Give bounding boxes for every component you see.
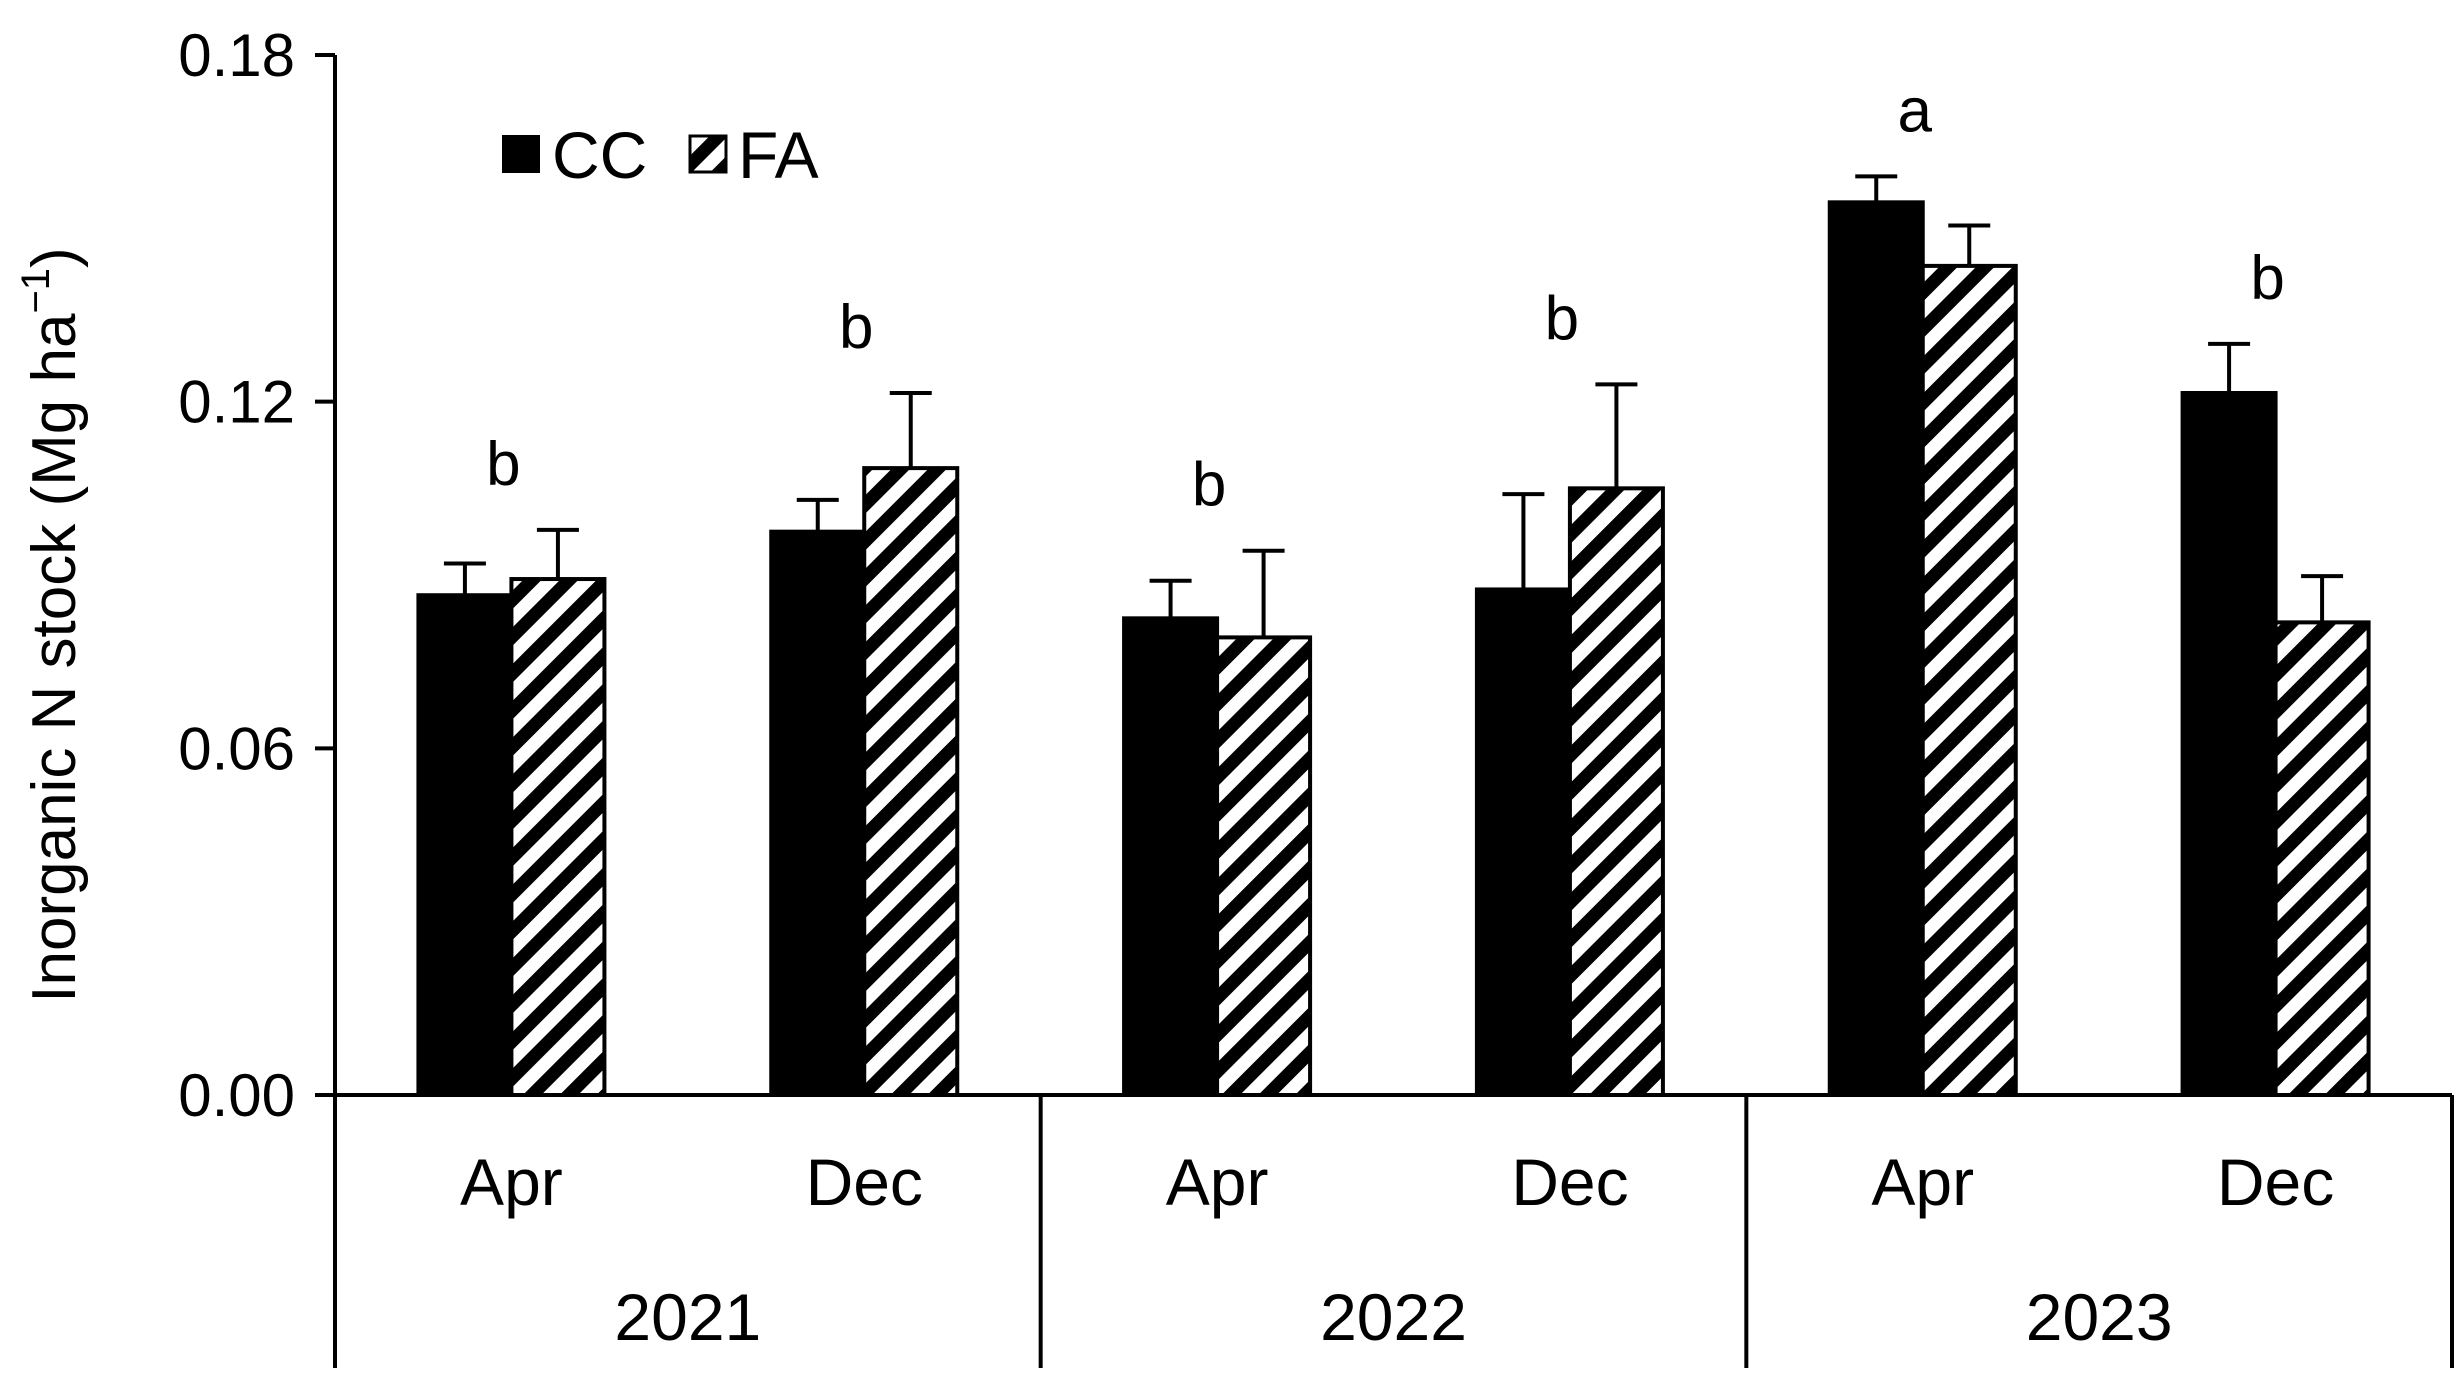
bar-fa <box>1215 635 1313 1098</box>
significance-letter: b <box>1545 284 1579 353</box>
bar-fa <box>1920 263 2018 1097</box>
x-year-label: 2022 <box>1320 1280 1467 1354</box>
y-tick-label: 0.06 <box>178 715 295 782</box>
y-tick-label: 0.12 <box>178 369 295 436</box>
x-year-label: 2021 <box>614 1280 761 1354</box>
x-month-label: Apr <box>1166 1145 1269 1219</box>
x-month-label: Dec <box>806 1145 923 1219</box>
bar-cc <box>1122 616 1220 1097</box>
significance-letter: a <box>1898 76 1933 145</box>
y-axis-title-close: ) <box>20 247 89 268</box>
bar-fa <box>2273 620 2371 1098</box>
y-axis-title-text: Inorganic N stock (Mg ha−1) <box>14 247 89 1002</box>
bar-cc <box>2180 391 2278 1097</box>
bar-cc <box>416 593 514 1097</box>
bar-cc <box>1474 587 1572 1097</box>
significance-letter: b <box>486 430 520 499</box>
x-month-label: Dec <box>2217 1145 2334 1219</box>
y-tick-label: 0.00 <box>178 1062 295 1129</box>
significance-letter: b <box>1192 451 1226 520</box>
x-month-label: Apr <box>1871 1145 1974 1219</box>
bar-cc <box>1827 200 1925 1098</box>
y-axis-title: Inorganic N stock (Mg ha−1) <box>14 247 89 1002</box>
y-axis-title-main: Inorganic N stock (Mg ha <box>20 313 89 1003</box>
significance-letters: b b b b a b <box>486 76 2285 519</box>
bars <box>416 200 2371 1098</box>
axes: 0.00 0.06 0.12 0.18 Apr Dec 2021 Apr Dec 2022 Apr D… <box>178 22 2454 1368</box>
legend-swatch-cc <box>502 135 540 173</box>
significance-letter: b <box>2250 244 2284 313</box>
legend-label-cc: CC <box>552 118 647 192</box>
legend-label-fa: FA <box>738 118 819 192</box>
bar-fa <box>509 577 607 1097</box>
significance-letter: b <box>839 293 873 362</box>
legend-swatch-fa <box>688 134 728 174</box>
legend: CC FA <box>502 118 819 192</box>
bar-fa <box>1567 486 1665 1098</box>
y-axis-title-superscript: −1 <box>14 268 58 314</box>
bar-fa <box>862 466 960 1098</box>
error-bars <box>443 174 2344 638</box>
x-year-label: 2023 <box>2026 1280 2173 1354</box>
x-month-label: Apr <box>460 1145 563 1219</box>
bar-cc <box>769 529 867 1097</box>
y-tick-label: 0.18 <box>178 22 295 89</box>
x-month-label: Dec <box>1511 1145 1628 1219</box>
